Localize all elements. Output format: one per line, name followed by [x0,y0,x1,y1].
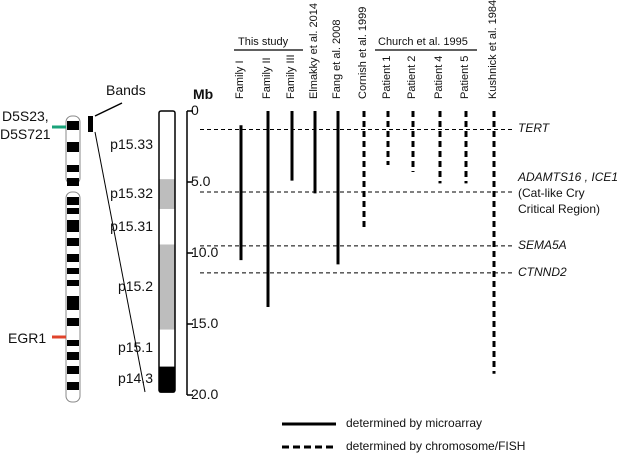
band-segment-p15-32 [159,179,175,209]
chromosome-band-7 [67,220,79,232]
marker-d5s23-label-2: D5S721 [0,126,51,142]
group-header-church: Church et al. 1995 [378,36,468,48]
gene-note-line-1: (Cat-like Cry [518,185,585,200]
band-label-p15-33: p15.33 [110,136,153,153]
chromosome-band-14 [67,340,79,346]
chromosome-band-4 [67,178,79,186]
mb-tick-label-10: 10.0 [191,244,219,260]
chromosome-band-6 [67,208,79,214]
chromosome-band-1 [67,121,79,130]
band-label-p15-1: p15.1 [117,339,153,356]
band-label-p14-3: p14.3 [117,370,153,387]
chromosome-band-9 [67,254,79,262]
mb-tick-label-20: 20.0 [191,386,219,402]
band-segment-p15-33 [159,111,175,180]
band-segment-p15-2 [159,244,175,330]
gene-label-1: TERT [518,121,550,136]
marker-egr1-label: EGR1 [8,330,47,346]
chromosome-band-2 [67,142,79,152]
gene-note-line-2: Critical Region) [518,201,601,216]
legend-solid-label: determined by microarray [346,416,483,430]
band-label-p15-31: p15.31 [110,217,153,234]
zoom-region-marker [88,116,93,132]
group-header-this-study: This study [238,36,289,48]
chromosome-band-11 [67,280,79,286]
band-label-p15-2: p15.2 [117,278,153,295]
band-segment-p14-3 [159,366,175,393]
chromosome-band-10 [67,268,79,274]
band-segment-p15-1 [159,329,175,367]
chromosome-band-8 [67,238,79,246]
marker-d5s23-label-1: D5S23, [2,108,49,124]
gene-label-3: SEMA5A [518,237,567,252]
mb-tick-label-5: 5.0 [191,173,211,189]
band-segment-p15-31 [159,208,175,245]
chromosome-band-16 [67,366,79,374]
mb-tick-label-15: 15.0 [191,315,219,331]
gene-label-4: CTNND2 [518,264,567,279]
chromosome-band-17 [67,382,79,390]
mb-tick-label-0: 0 [191,102,199,118]
gene-label-2: ADAMTS16 , ICE1 [518,169,619,184]
chromosome-band-5 [67,197,79,205]
band-label-p15-32: p15.32 [110,185,153,202]
chromosome-band-13 [67,318,79,326]
chromosome-band-12 [67,296,79,310]
legend-dashed-label: determined by chromosome/FISH [346,439,526,453]
chromosome-band-3 [67,165,79,172]
band-ideogram-outline [158,110,176,393]
zoom-line-top [94,102,123,117]
bands-title: Bands [106,82,146,98]
chromosome-band-15 [67,352,79,360]
zoom-line-bottom [94,131,146,393]
mb-title: Mb [193,86,214,102]
